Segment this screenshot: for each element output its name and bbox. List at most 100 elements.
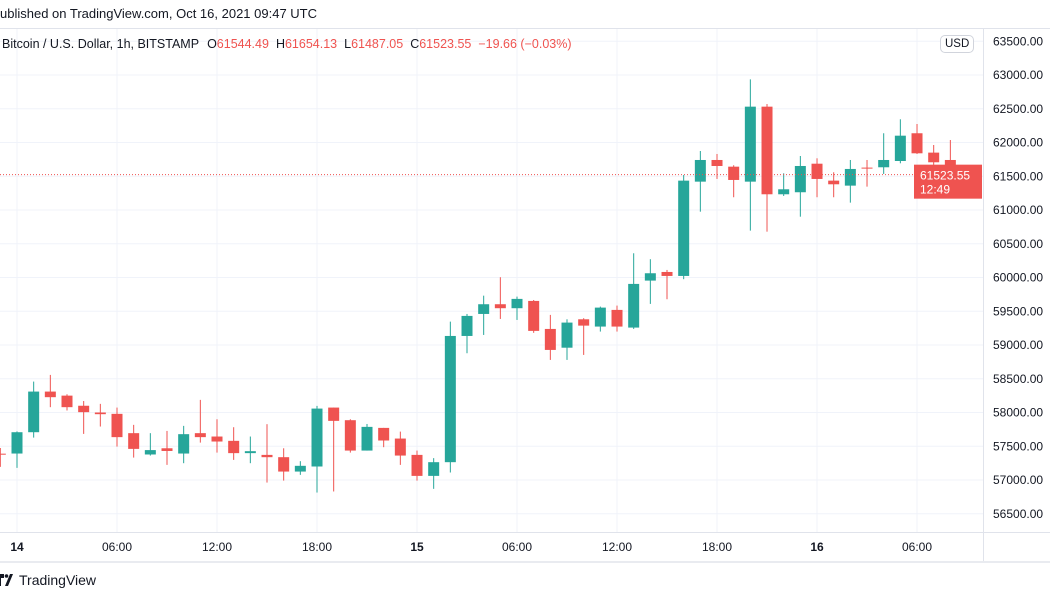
candle-body — [711, 159, 723, 166]
price-tick-label: 63000.00 — [993, 68, 1043, 82]
header-divider — [0, 28, 1050, 29]
candle-down — [528, 299, 540, 333]
candle-down — [328, 407, 340, 492]
candle-up — [678, 174, 690, 280]
candle-up — [644, 259, 656, 304]
candle-body — [0, 453, 6, 455]
candle-body — [744, 106, 756, 182]
price-tick-label: 61500.00 — [993, 169, 1043, 183]
price-tick-label: 62500.00 — [993, 102, 1043, 116]
candle-body — [328, 407, 340, 421]
candle-body — [78, 405, 90, 413]
candle-down — [544, 314, 556, 360]
candle-down — [411, 450, 423, 481]
candle-body — [461, 315, 473, 336]
time-axis[interactable]: 14 06:00 12:00 18:00 15 06:00 12:00 18:00 16 06:0… — [10, 540, 932, 554]
candle-up — [744, 79, 756, 231]
price-tick-label: 57000.00 — [993, 473, 1043, 487]
open-label: O — [207, 37, 217, 51]
brand-name: TradingView — [19, 572, 97, 588]
candle-down — [861, 159, 873, 187]
candle-up — [461, 313, 473, 354]
footer-divider — [0, 561, 1050, 563]
candle-body — [178, 434, 190, 454]
time-tick-label: 18:00 — [702, 540, 732, 554]
candle-body — [878, 159, 890, 168]
currency-button[interactable]: USD — [940, 35, 975, 53]
price-tick-label: 56500.00 — [993, 507, 1043, 521]
candle-up — [28, 381, 40, 438]
price-tick-label: 61000.00 — [993, 203, 1043, 217]
candle-down — [228, 427, 240, 460]
candle-down — [111, 407, 123, 447]
candle-up — [844, 159, 856, 203]
candle-down — [78, 401, 90, 434]
candle-body — [511, 298, 523, 309]
price-tick-label: 58000.00 — [993, 406, 1043, 420]
candle-body — [561, 322, 573, 348]
candle-body — [228, 440, 240, 454]
high-value: 61654.13 — [284, 37, 338, 51]
candle-body — [411, 454, 423, 476]
candle-down — [0, 447, 6, 467]
candle-body — [478, 304, 490, 314]
candle-down — [828, 172, 840, 198]
candle-up — [478, 295, 490, 335]
candle-body — [594, 307, 606, 327]
time-tick-label: 18:00 — [302, 540, 332, 554]
change-value: −19.66 (−0.03%) — [478, 37, 572, 51]
candle-up — [594, 306, 606, 332]
candle-up — [428, 458, 440, 489]
candle-body — [278, 457, 290, 472]
candle-down — [378, 427, 390, 448]
low-label: L — [344, 37, 352, 51]
candle-body — [344, 420, 356, 451]
candle-body — [911, 133, 923, 154]
candle-up — [144, 433, 156, 456]
price-axis[interactable]: 63500.00 63000.00 62500.00 62000.00 61500.00… — [993, 34, 1043, 521]
candle-body — [244, 451, 256, 454]
candle-body — [211, 436, 223, 442]
candle-body — [778, 189, 790, 195]
candle-down — [728, 165, 740, 198]
candle-body — [861, 167, 873, 169]
time-tick-label: 06:00 — [102, 540, 132, 554]
grid — [0, 29, 983, 532]
candle-down — [611, 305, 623, 332]
open-value: 61544.49 — [216, 37, 269, 51]
candle-body — [678, 180, 690, 276]
candle-down — [261, 424, 273, 483]
candle-up — [878, 133, 890, 174]
candle-up — [444, 321, 456, 473]
ohlc-legend: Bitcoin / U.S. Dollar, 1h, BITSTAMP O6154… — [2, 37, 579, 51]
candle-up — [894, 119, 906, 164]
candle-body — [61, 395, 73, 408]
candle-up — [244, 436, 256, 464]
candle-body — [11, 432, 23, 454]
price-tick-label: 58500.00 — [993, 372, 1043, 386]
candle-down — [811, 158, 823, 198]
time-tick-label: 16 — [810, 540, 824, 554]
candle-down — [761, 104, 773, 232]
candle-up — [11, 431, 23, 468]
candle-up — [778, 173, 790, 196]
close-value: 61523.55 — [419, 37, 472, 51]
candle-body — [494, 304, 506, 309]
candle-body — [811, 163, 823, 179]
time-tick-label: 12:00 — [602, 540, 632, 554]
time-tick-label: 15 — [410, 540, 424, 554]
candle-up — [361, 423, 373, 451]
candle-body — [928, 152, 940, 163]
tradingview-logo[interactable]: TradingView — [0, 572, 96, 588]
candle-down — [44, 374, 56, 408]
candle-body — [161, 448, 173, 451]
candle-body — [611, 309, 623, 327]
candle-body — [578, 319, 590, 326]
price-tick-label: 62000.00 — [993, 136, 1043, 150]
candle-body — [444, 335, 456, 463]
candle-down — [494, 277, 506, 319]
candle-up — [694, 151, 706, 212]
price-tick-label: 59000.00 — [993, 338, 1043, 352]
candle-body — [694, 159, 706, 182]
